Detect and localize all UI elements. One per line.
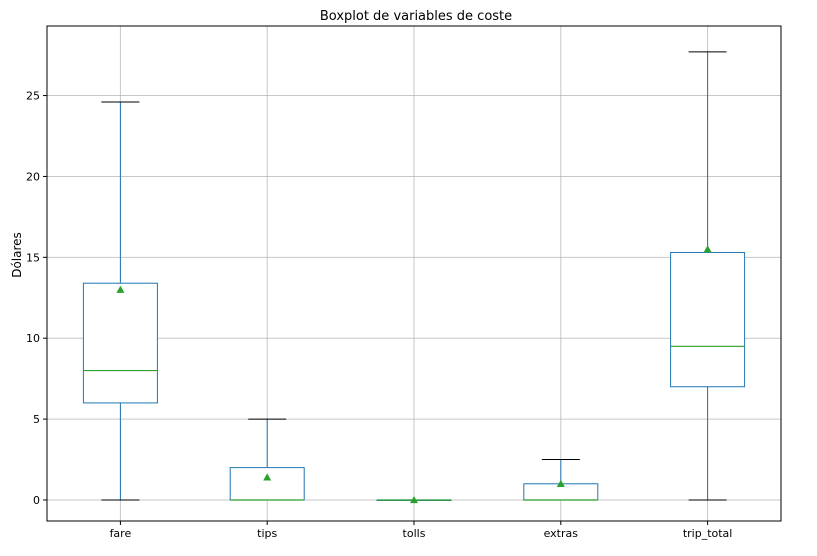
box-rect bbox=[229, 467, 305, 501]
y-tick-label: 10 bbox=[26, 332, 40, 345]
tick-layer: 0 5 10 15 20 25 fare tips tolls extras trip_total bbox=[26, 90, 732, 540]
box-group-tolls bbox=[376, 495, 452, 504]
x-tick-label: tolls bbox=[403, 527, 426, 540]
y-tick-label: 20 bbox=[26, 170, 40, 183]
x-tick-label: fare bbox=[110, 527, 132, 540]
box-group-tips bbox=[229, 418, 305, 501]
mean-marker bbox=[410, 495, 418, 504]
box-group-extras bbox=[523, 459, 599, 501]
mean-marker bbox=[116, 285, 125, 293]
plot-frame bbox=[46, 25, 782, 522]
mean-marker bbox=[263, 473, 272, 481]
box-layer bbox=[82, 51, 746, 504]
y-tick-label: 0 bbox=[33, 494, 40, 507]
x-tick-label: trip_total bbox=[683, 527, 733, 540]
box-group-trip_total bbox=[670, 51, 746, 501]
x-tick-label: tips bbox=[257, 527, 277, 540]
y-axis-label: Dólares bbox=[10, 232, 24, 278]
y-tick-label: 5 bbox=[33, 413, 40, 426]
y-tick-label: 25 bbox=[26, 90, 40, 103]
box-rect bbox=[670, 251, 746, 388]
box-group-fare bbox=[82, 101, 158, 501]
mean-marker bbox=[703, 245, 712, 253]
y-tick-label: 15 bbox=[26, 251, 40, 264]
x-tick-label: extras bbox=[544, 527, 579, 540]
box-rect bbox=[82, 282, 158, 404]
mean-marker bbox=[556, 479, 565, 487]
chart-title: Boxplot de variables de coste bbox=[320, 9, 512, 24]
